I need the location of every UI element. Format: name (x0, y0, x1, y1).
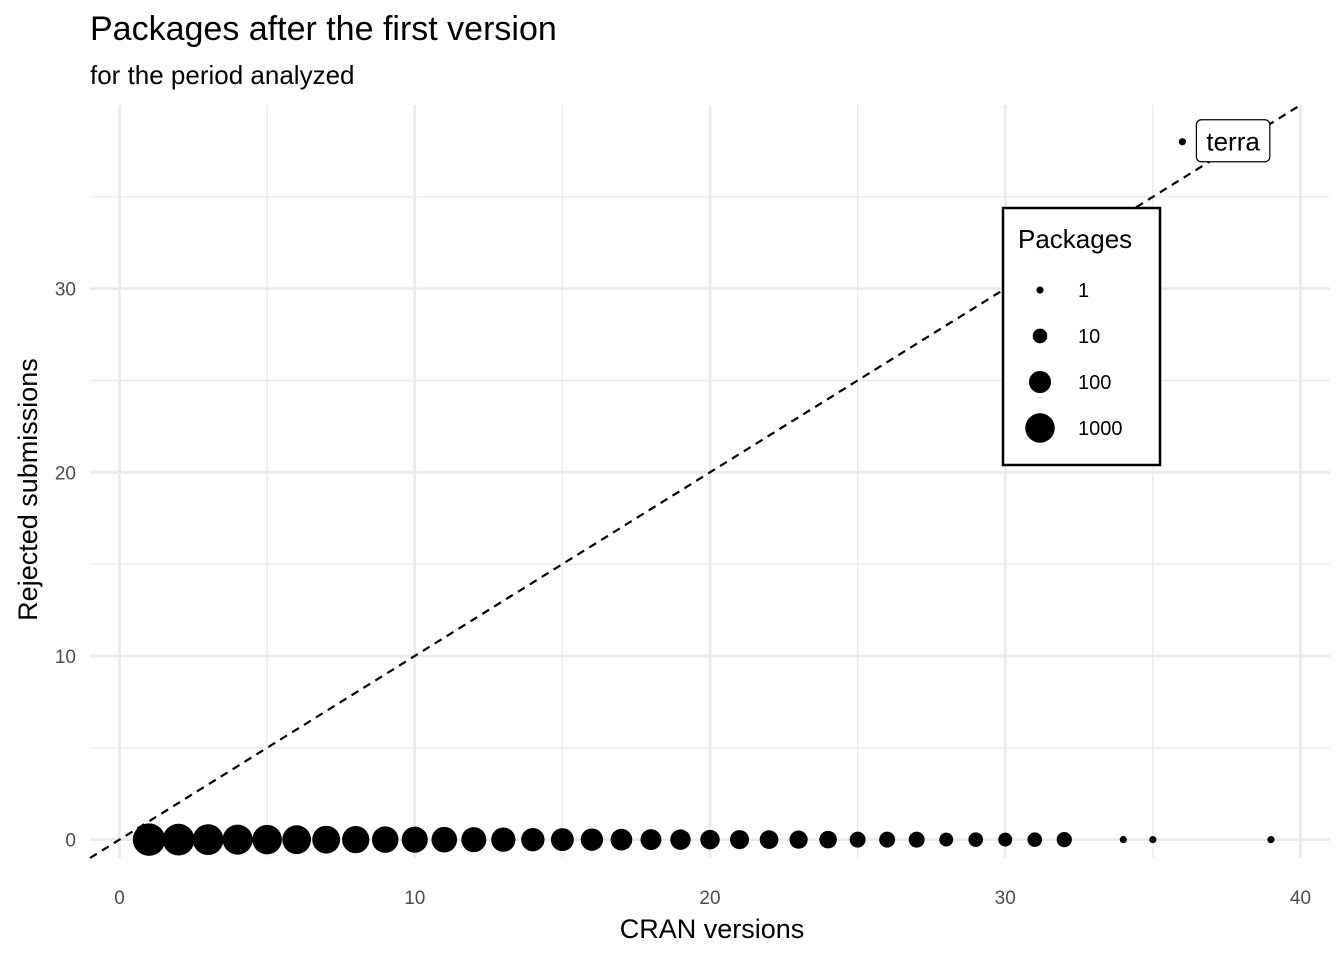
data-point (1027, 832, 1043, 847)
legend-key-label: 1 (1078, 280, 1089, 302)
x-tick-label: 40 (1290, 888, 1311, 909)
data-point (1056, 832, 1072, 848)
data-point (580, 828, 604, 851)
legend-key-circle (1032, 328, 1048, 344)
data-point (431, 826, 458, 853)
data-point (640, 829, 662, 851)
data-point (759, 830, 779, 849)
data-point (550, 828, 574, 852)
y-axis-title: Rejected submissions (13, 358, 43, 621)
data-point (729, 830, 750, 850)
data-points (132, 138, 1275, 856)
data-point (132, 823, 166, 856)
y-tick-label: 20 (55, 463, 76, 484)
point-label-box (1195, 119, 1271, 163)
legend-key-circle (1036, 286, 1044, 294)
data-point (968, 832, 984, 847)
x-tick-label: 20 (699, 888, 720, 909)
y-tick-label: 30 (55, 280, 76, 301)
legend-key-label: 10 (1078, 326, 1100, 348)
data-point (461, 827, 487, 853)
data-point (282, 825, 312, 855)
data-point (491, 827, 516, 852)
data-point (162, 823, 195, 856)
x-tick-label: 0 (114, 888, 125, 909)
data-point (610, 828, 633, 851)
data-point (1178, 138, 1186, 146)
data-point (521, 827, 545, 852)
point-label-text: terra (1206, 127, 1260, 157)
y-tick-label: 0 (65, 831, 76, 852)
tick-labels: 0 10 20 30 40 0 10 20 30 (55, 280, 1311, 909)
data-point (312, 825, 341, 854)
data-point (371, 826, 399, 853)
legend-key-label: 100 (1078, 372, 1111, 394)
data-point (1119, 836, 1127, 844)
x-tick-label: 10 (404, 888, 425, 909)
data-point (998, 832, 1013, 847)
data-point (342, 825, 370, 854)
data-point (908, 831, 925, 848)
data-point (879, 831, 896, 848)
data-point (252, 824, 282, 855)
data-point (401, 826, 428, 853)
x-axis-title: CRAN versions (620, 914, 805, 944)
y-tick-label: 10 (55, 647, 76, 668)
size-legend: Packages 1 10 100 1000 (1001, 206, 1162, 467)
data-point (789, 830, 808, 849)
legend-key-label: 1000 (1078, 418, 1123, 440)
data-point (700, 829, 720, 850)
data-point (819, 830, 837, 849)
legend-key-circle (1025, 413, 1055, 443)
point-annotation: terra (1195, 119, 1271, 163)
data-point (849, 831, 866, 848)
data-point (670, 829, 691, 850)
legend-title: Packages (1018, 224, 1132, 254)
chart-title: Packages after the first version (90, 10, 557, 48)
chart-subtitle: for the period analyzed (90, 60, 355, 90)
data-point (192, 824, 224, 856)
legend-key-circle (1028, 370, 1052, 394)
data-point (222, 824, 253, 855)
data-point (1267, 836, 1275, 844)
x-tick-label: 30 (995, 888, 1016, 909)
data-point (1149, 836, 1157, 844)
data-point (939, 832, 954, 847)
